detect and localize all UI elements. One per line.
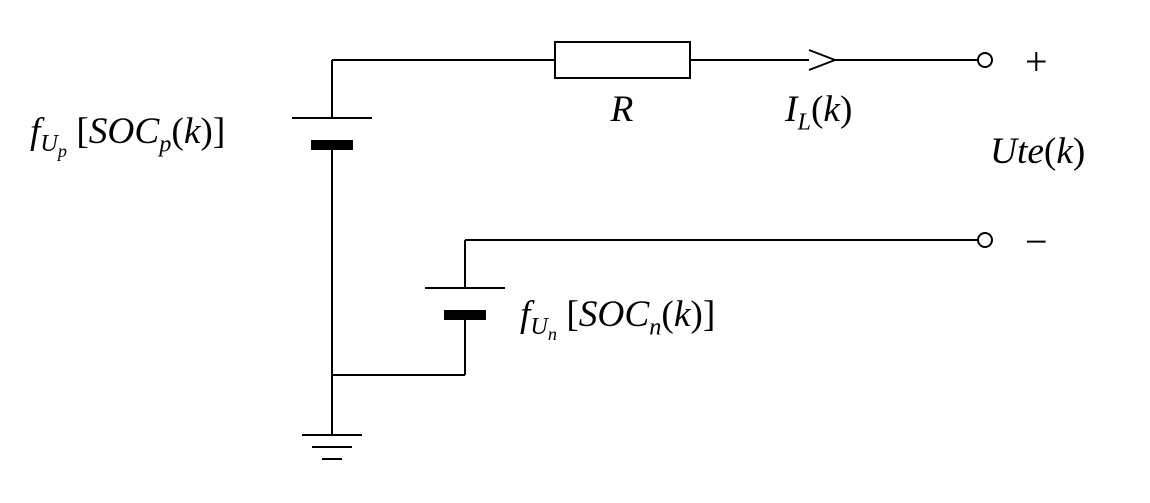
terminal-pos: [978, 53, 992, 67]
battery-n-short-plate: [445, 311, 485, 319]
resistor: [555, 42, 690, 78]
arrow-bot: [809, 60, 835, 70]
circuit-svg: [0, 0, 1150, 503]
label-minus: −: [1025, 218, 1048, 265]
battery-p-short-plate: [312, 141, 352, 149]
label-fup: fUp [SOCp(k)]: [30, 110, 225, 162]
label-R: R: [611, 88, 634, 131]
label-IL: IL(k): [785, 88, 852, 136]
label-fun: fUn [SOCn(k)]: [520, 293, 715, 345]
label-Ute: Ute(k): [990, 130, 1085, 173]
arrow-top: [809, 50, 835, 60]
label-plus: +: [1025, 38, 1048, 85]
terminal-neg: [978, 233, 992, 247]
